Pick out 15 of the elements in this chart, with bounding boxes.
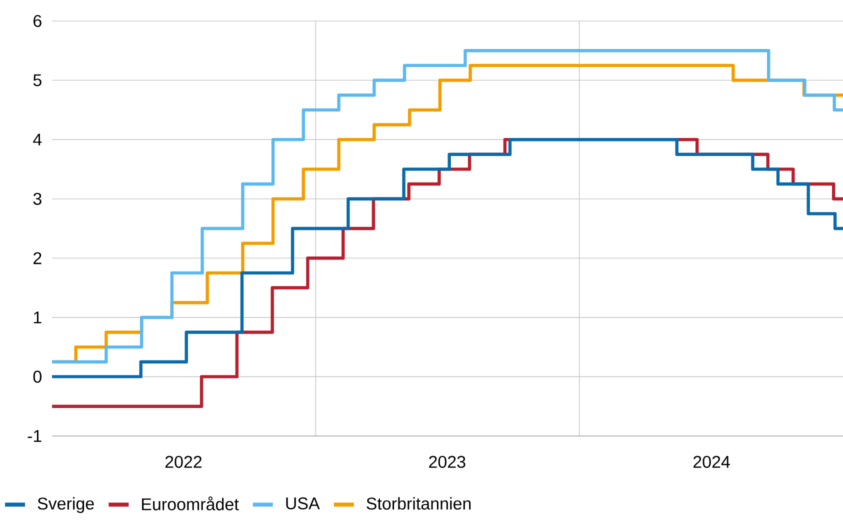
y-tick-label: 4 bbox=[33, 134, 42, 146]
legend-label: Sverige bbox=[38, 497, 94, 513]
y-tick-label: -1 bbox=[28, 430, 42, 442]
x-tick-label: 2022 bbox=[165, 456, 202, 468]
y-tick-label: 6 bbox=[34, 14, 42, 28]
y-tick-label: 1 bbox=[34, 312, 42, 324]
legend-label: USA bbox=[286, 497, 320, 510]
y-tick-label: 2 bbox=[34, 252, 42, 264]
y-tick-label: 3 bbox=[33, 192, 42, 205]
legend-label: Storbritannien bbox=[366, 497, 471, 510]
y-tick-label: 5 bbox=[33, 74, 42, 86]
legend-label: Euroområdet bbox=[142, 496, 239, 510]
x-tick-label: 2023 bbox=[429, 456, 466, 468]
y-tick-label: 0 bbox=[33, 370, 42, 383]
x-tick-label: 2024 bbox=[693, 456, 730, 468]
